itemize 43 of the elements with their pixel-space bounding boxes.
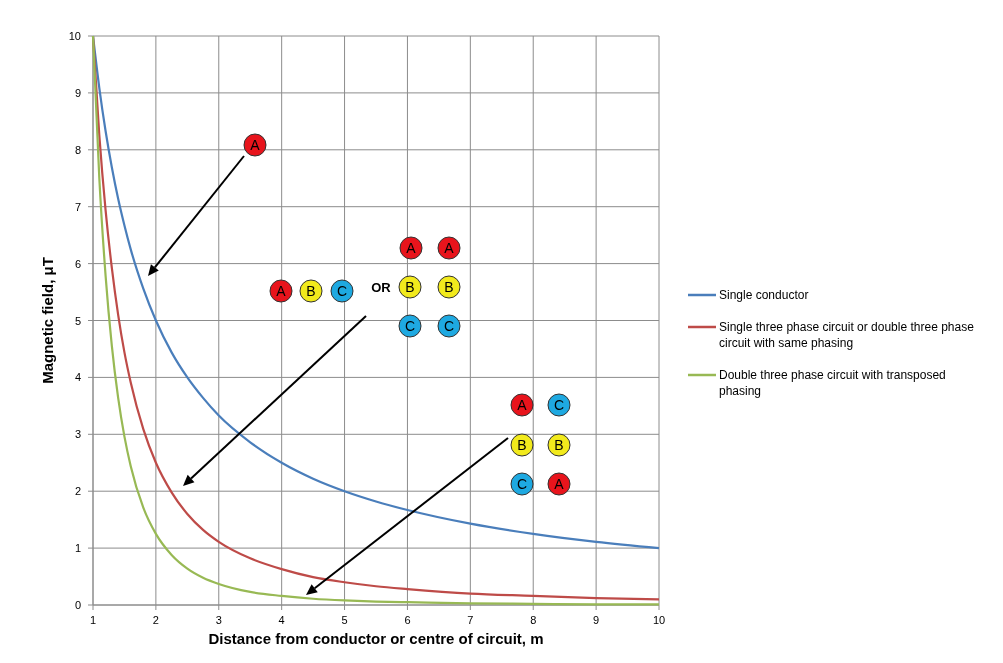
annotation: B	[444, 279, 454, 295]
annotation: A	[250, 137, 261, 153]
annotation: A	[406, 240, 417, 256]
legend-label: Single conductor	[719, 288, 809, 302]
y-tick-label: 2	[74, 485, 81, 498]
legend-label: Double three phase circuit with transposed phasing	[719, 368, 946, 398]
y-tick-label: 10	[68, 30, 81, 42]
y-tick-label: 8	[74, 143, 81, 156]
x-tick-label: 9	[593, 614, 600, 626]
y-tick-label: 6	[74, 257, 81, 270]
annotation: C	[516, 476, 528, 492]
x-tick-label: 4	[278, 614, 285, 626]
annotation: A	[554, 476, 565, 492]
annotation: A	[444, 240, 455, 256]
y-tick-label: 3	[74, 428, 81, 441]
y-tick-label: 4	[74, 371, 81, 384]
annotation: OR	[371, 280, 392, 295]
x-axis-title: Distance from conductor or centre of circuit, m	[208, 630, 544, 647]
annotation: B	[554, 437, 564, 453]
annotation: C	[553, 397, 565, 413]
y-tick-label: 5	[74, 314, 81, 327]
y-tick-label: 7	[74, 200, 81, 213]
y-axis-title: Magnetic field, μT	[39, 257, 56, 384]
annotation: C	[404, 318, 416, 334]
x-tick-label: 2	[152, 614, 159, 626]
y-tick-label: 0	[74, 599, 81, 611]
annotation: A	[276, 283, 287, 299]
annotation: C	[336, 283, 348, 299]
annotation: C	[443, 318, 455, 334]
annotation: B	[405, 279, 415, 295]
annotation: B	[306, 283, 316, 299]
x-tick-label: 7	[467, 614, 474, 626]
x-tick-label: 3	[215, 614, 222, 626]
x-tick-label: 10	[652, 614, 666, 626]
annotation: B	[517, 437, 527, 453]
x-tick-label: 6	[404, 614, 411, 626]
y-tick-label: 9	[74, 86, 81, 99]
annotation: A	[517, 397, 528, 413]
x-tick-label: 8	[530, 614, 537, 626]
y-tick-label: 1	[74, 542, 81, 555]
x-tick-label: 1	[89, 614, 97, 626]
x-tick-label: 5	[341, 614, 348, 626]
legend-label: Single three phase circuit or double three phase circuit with same phasing	[719, 320, 975, 350]
